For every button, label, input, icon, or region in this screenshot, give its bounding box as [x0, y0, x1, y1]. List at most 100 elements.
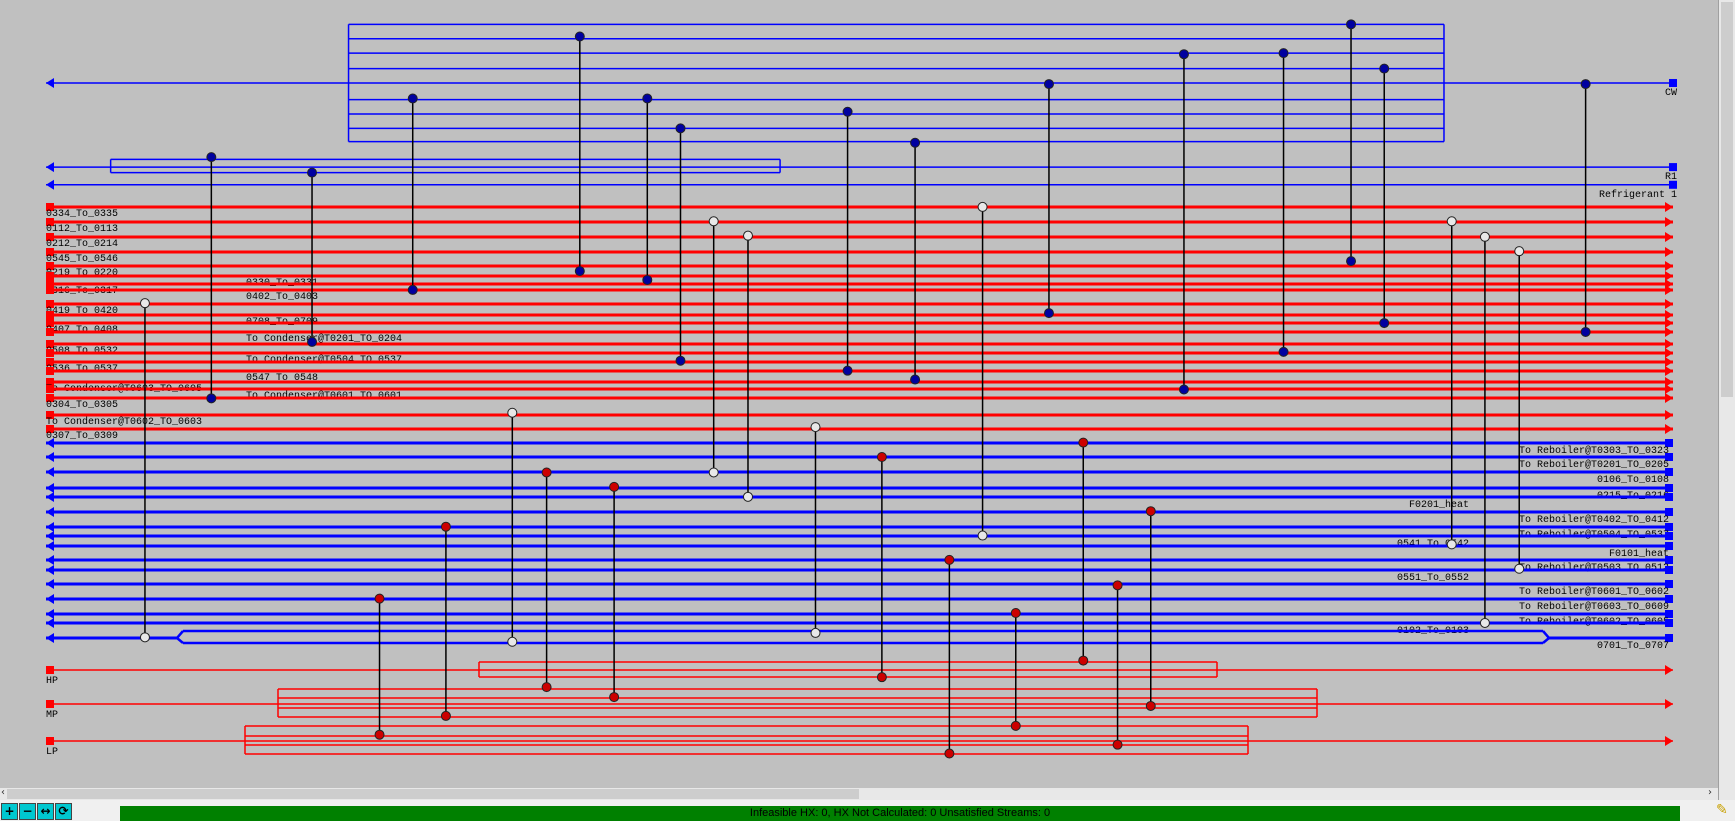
- hot-stream-start-square[interactable]: [46, 233, 54, 241]
- cold-stream-end-square[interactable]: [1665, 468, 1673, 476]
- heater-node[interactable]: [1078, 655, 1089, 666]
- cold-stream-end-square[interactable]: [1665, 523, 1673, 531]
- hot-stream-start-square[interactable]: [46, 340, 54, 348]
- fit-view-button[interactable]: ↔: [37, 803, 54, 820]
- process-exchanger-node[interactable]: [507, 407, 518, 418]
- cold-stream-end-square[interactable]: [1665, 508, 1673, 516]
- vertical-scrollbar[interactable]: [1718, 0, 1735, 800]
- process-exchanger-node[interactable]: [708, 467, 719, 478]
- cold-stream-end-square[interactable]: [1665, 439, 1673, 447]
- process-exchanger-node[interactable]: [1446, 539, 1457, 550]
- process-exchanger-node[interactable]: [708, 216, 719, 227]
- cooler-node[interactable]: [574, 266, 585, 277]
- process-exchanger-node[interactable]: [1479, 617, 1490, 628]
- hot-stream-start-square[interactable]: [46, 367, 54, 375]
- cold-stream-end-square[interactable]: [1665, 566, 1673, 574]
- cooler-node[interactable]: [1278, 48, 1289, 59]
- process-exchanger-node[interactable]: [139, 298, 150, 309]
- process-exchanger-node[interactable]: [977, 201, 988, 212]
- hot-stream-start-square[interactable]: [46, 286, 54, 294]
- heater-node[interactable]: [1010, 608, 1021, 619]
- cooler-node[interactable]: [842, 106, 853, 117]
- process-exchanger-node[interactable]: [810, 422, 821, 433]
- scroll-left-icon[interactable]: ‹: [1, 787, 5, 798]
- utility-lp-start-square[interactable]: [46, 737, 54, 745]
- heater-node[interactable]: [876, 451, 887, 462]
- heater-node[interactable]: [440, 710, 451, 721]
- hot-stream-start-square[interactable]: [46, 262, 54, 270]
- cooler-node[interactable]: [642, 93, 653, 104]
- process-exchanger-node[interactable]: [1514, 563, 1525, 574]
- scroll-right-icon[interactable]: ›: [1708, 787, 1712, 798]
- process-exchanger-node[interactable]: [507, 636, 518, 647]
- cold-stream-end-square[interactable]: [1665, 619, 1673, 627]
- heater-node[interactable]: [1010, 720, 1021, 731]
- cooler-node[interactable]: [842, 365, 853, 376]
- cooler-node[interactable]: [675, 123, 686, 134]
- heater-node[interactable]: [876, 672, 887, 683]
- hot-stream-start-square[interactable]: [46, 280, 54, 288]
- process-exchanger-node[interactable]: [742, 491, 753, 502]
- horizontal-scrollbar[interactable]: ‹ ›: [0, 787, 1718, 800]
- hot-stream-start-square[interactable]: [46, 311, 54, 319]
- cooler-node[interactable]: [206, 393, 217, 404]
- cooler-node[interactable]: [1379, 63, 1390, 74]
- heater-node[interactable]: [944, 748, 955, 759]
- pencil-icon[interactable]: ✎: [1716, 802, 1728, 818]
- cold-stream-end-square[interactable]: [1665, 493, 1673, 501]
- cooler-node[interactable]: [307, 167, 318, 178]
- process-exchanger-node[interactable]: [1446, 216, 1457, 227]
- heater-node[interactable]: [1145, 700, 1156, 711]
- process-exchanger-node[interactable]: [742, 230, 753, 241]
- cold-stream-end-square[interactable]: [1665, 634, 1673, 642]
- horizontal-scroll-thumb[interactable]: [7, 789, 859, 799]
- utility-hp-start-square[interactable]: [46, 666, 54, 674]
- heater-node[interactable]: [1112, 580, 1123, 591]
- zoom-out-button[interactable]: −: [19, 803, 36, 820]
- cooler-node[interactable]: [1580, 79, 1591, 90]
- heater-node[interactable]: [609, 481, 620, 492]
- hot-stream-start-square[interactable]: [46, 319, 54, 327]
- utility-cw-end-square[interactable]: [1669, 78, 1677, 87]
- cold-stream-end-square[interactable]: [1665, 556, 1673, 564]
- refresh-button[interactable]: ⟳: [55, 803, 72, 820]
- hot-stream-start-square[interactable]: [46, 272, 54, 280]
- cooler-node[interactable]: [1346, 19, 1357, 30]
- heater-node[interactable]: [609, 692, 620, 703]
- hot-stream-start-square[interactable]: [46, 328, 54, 336]
- cooler-node[interactable]: [675, 355, 686, 366]
- cooler-node[interactable]: [206, 152, 217, 163]
- hot-stream-start-square[interactable]: [46, 385, 54, 393]
- cold-stream-end-square[interactable]: [1665, 595, 1673, 603]
- cooler-node[interactable]: [910, 374, 921, 385]
- hot-stream-start-square[interactable]: [46, 425, 54, 433]
- cold-stream-end-square[interactable]: [1665, 484, 1673, 492]
- heater-node[interactable]: [374, 593, 385, 604]
- heater-node[interactable]: [1145, 506, 1156, 517]
- cold-stream-end-square[interactable]: [1665, 580, 1673, 588]
- cooler-node[interactable]: [307, 336, 318, 347]
- zoom-in-button[interactable]: +: [1, 803, 18, 820]
- process-exchanger-node[interactable]: [977, 530, 988, 541]
- heat-exchanger-network-grid[interactable]: CW R1 Refrigerant 1 HP MP LP 0334_To_0335 0112_…: [0, 0, 1718, 788]
- hot-stream-start-square[interactable]: [46, 358, 54, 366]
- hot-stream-start-square[interactable]: [46, 394, 54, 402]
- cold-stream-end-square[interactable]: [1665, 542, 1673, 550]
- hot-stream-start-square[interactable]: [46, 218, 54, 226]
- cold-stream-end-square[interactable]: [1665, 453, 1673, 461]
- hot-stream-start-square[interactable]: [46, 248, 54, 256]
- cooler-node[interactable]: [1043, 79, 1054, 90]
- heater-node[interactable]: [374, 729, 385, 740]
- hot-stream-start-square[interactable]: [46, 203, 54, 211]
- cooler-node[interactable]: [1178, 49, 1189, 60]
- process-exchanger-node[interactable]: [139, 632, 150, 643]
- hot-stream-start-square[interactable]: [46, 378, 54, 386]
- heater-node[interactable]: [541, 682, 552, 693]
- process-exchanger-node[interactable]: [1514, 246, 1525, 257]
- cooler-node[interactable]: [1346, 256, 1357, 267]
- cooler-node[interactable]: [642, 274, 653, 285]
- hot-stream-start-square[interactable]: [46, 411, 54, 419]
- cooler-node[interactable]: [574, 31, 585, 42]
- cooler-node[interactable]: [1379, 318, 1390, 329]
- utility-r1-end-square[interactable]: [1669, 163, 1677, 172]
